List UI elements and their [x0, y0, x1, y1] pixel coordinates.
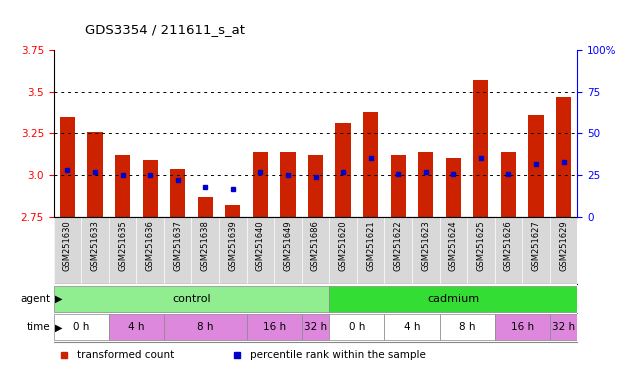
Bar: [336, 123, 351, 217]
Bar: [302, 314, 329, 340]
Bar: [280, 152, 295, 217]
Text: GDS3354 / 211611_s_at: GDS3354 / 211611_s_at: [85, 23, 245, 36]
Text: GSM251636: GSM251636: [146, 220, 155, 271]
Bar: [329, 286, 577, 311]
Bar: [473, 80, 488, 217]
Text: 16 h: 16 h: [262, 322, 286, 333]
Bar: [556, 97, 571, 217]
Text: GSM251639: GSM251639: [228, 220, 237, 271]
Text: GSM251686: GSM251686: [311, 220, 320, 271]
Bar: [60, 117, 75, 217]
Text: 16 h: 16 h: [510, 322, 534, 333]
Bar: [225, 205, 240, 217]
Text: GSM251621: GSM251621: [366, 220, 375, 271]
Bar: [247, 314, 302, 340]
Bar: [198, 197, 213, 217]
Text: GSM251649: GSM251649: [283, 220, 292, 271]
Bar: [253, 152, 268, 217]
Bar: [528, 115, 543, 217]
Bar: [550, 314, 577, 340]
Bar: [445, 159, 461, 217]
Bar: [440, 314, 495, 340]
Text: ▶: ▶: [55, 293, 62, 304]
Text: GSM251640: GSM251640: [256, 220, 265, 271]
Text: agent: agent: [20, 293, 50, 304]
Text: 0 h: 0 h: [349, 322, 365, 333]
Text: GSM251622: GSM251622: [394, 220, 403, 271]
Text: 8 h: 8 h: [459, 322, 475, 333]
Text: 8 h: 8 h: [197, 322, 213, 333]
Text: transformed count: transformed count: [77, 350, 174, 360]
Bar: [384, 314, 440, 340]
Bar: [418, 152, 433, 217]
Text: GSM251625: GSM251625: [476, 220, 485, 271]
Bar: [54, 286, 329, 311]
Text: percentile rank within the sample: percentile rank within the sample: [250, 350, 426, 360]
Bar: [170, 169, 186, 217]
Text: GSM251638: GSM251638: [201, 220, 209, 271]
Bar: [88, 132, 103, 217]
Bar: [115, 155, 130, 217]
Bar: [164, 314, 247, 340]
Text: control: control: [172, 293, 211, 304]
Text: GSM251626: GSM251626: [504, 220, 513, 271]
Text: 4 h: 4 h: [128, 322, 144, 333]
Text: 32 h: 32 h: [552, 322, 575, 333]
Text: GSM251627: GSM251627: [531, 220, 541, 271]
Text: time: time: [27, 322, 50, 333]
Text: 32 h: 32 h: [304, 322, 327, 333]
Text: cadmium: cadmium: [427, 293, 480, 304]
Bar: [109, 314, 164, 340]
Bar: [363, 112, 378, 217]
Text: GSM251623: GSM251623: [422, 220, 430, 271]
Text: ▶: ▶: [55, 322, 62, 333]
Bar: [54, 314, 109, 340]
Text: GSM251620: GSM251620: [339, 220, 348, 271]
Text: 0 h: 0 h: [73, 322, 90, 333]
Bar: [495, 314, 550, 340]
Bar: [143, 160, 158, 217]
Text: GSM251624: GSM251624: [449, 220, 458, 271]
Text: GSM251633: GSM251633: [90, 220, 100, 271]
Bar: [391, 155, 406, 217]
Bar: [308, 155, 323, 217]
Text: 4 h: 4 h: [404, 322, 420, 333]
Text: GSM251635: GSM251635: [118, 220, 127, 271]
Bar: [501, 152, 516, 217]
Text: GSM251629: GSM251629: [559, 220, 568, 271]
Text: GSM251637: GSM251637: [173, 220, 182, 271]
Text: GSM251630: GSM251630: [63, 220, 72, 271]
Bar: [329, 314, 384, 340]
